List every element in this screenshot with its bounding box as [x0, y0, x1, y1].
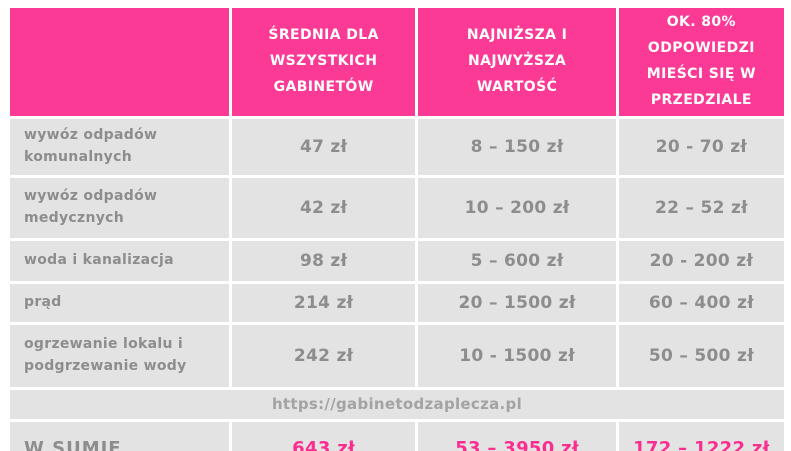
table-row-medical-waste: wywóz odpadów medycznych 42 zł 10 – 200 …: [10, 177, 784, 238]
cost-comparison-table: ŚREDNIA DLA WSZYSTKICH GABINETÓW NAJNIŻS…: [7, 5, 787, 451]
row-range-value: 10 – 200 zł: [418, 177, 616, 238]
header-row: ŚREDNIA DLA WSZYSTKICH GABINETÓW NAJNIŻS…: [10, 8, 784, 116]
summary-row: W SUMIE 643 zł 53 – 3950 zł 172 – 1222 z…: [10, 421, 784, 451]
row-average-value: 98 zł: [231, 240, 416, 281]
header-average-column: ŚREDNIA DLA WSZYSTKICH GABINETÓW: [231, 8, 416, 116]
table-row-heating: ogrzewanie lokalu i podgrzewanie wody 24…: [10, 324, 784, 387]
table-row-electricity: prąd 214 zł 20 – 1500 zł 60 – 400 zł: [10, 283, 784, 322]
row-label: wywóz odpadów komunalnych: [10, 118, 229, 175]
row-range-value: 8 – 150 zł: [418, 118, 616, 175]
header-corner-cell: [10, 8, 229, 116]
row-range-value: 5 – 600 zł: [418, 240, 616, 281]
row-average-value: 214 zł: [231, 283, 416, 322]
header-interval-column: OK. 80% ODPOWIEDZI MIEŚCI SIĘ W PRZEDZIA…: [618, 8, 784, 116]
source-url-link[interactable]: https://gabinetodzaplecza.pl: [271, 395, 523, 414]
source-url-cell: https://gabinetodzaplecza.pl: [10, 389, 784, 419]
header-range-column: NAJNIŻSZA I NAJWYŻSZA WARTOŚĆ: [418, 8, 616, 116]
row-label: wywóz odpadów medycznych: [10, 177, 229, 238]
row-interval-value: 60 – 400 zł: [618, 283, 784, 322]
table-row-water-sewage: woda i kanalizacja 98 zł 5 – 600 zł 20 -…: [10, 240, 784, 281]
source-row: https://gabinetodzaplecza.pl: [10, 389, 784, 419]
row-interval-value: 22 – 52 zł: [618, 177, 784, 238]
row-average-value: 242 zł: [231, 324, 416, 387]
row-interval-value: 20 - 70 zł: [618, 118, 784, 175]
summary-range-value: 53 – 3950 zł: [418, 421, 616, 451]
row-interval-value: 50 – 500 zł: [618, 324, 784, 387]
row-range-value: 20 – 1500 zł: [418, 283, 616, 322]
row-interval-value: 20 - 200 zł: [618, 240, 784, 281]
row-label: woda i kanalizacja: [10, 240, 229, 281]
row-label: prąd: [10, 283, 229, 322]
summary-average-value: 643 zł: [231, 421, 416, 451]
row-range-value: 10 - 1500 zł: [418, 324, 616, 387]
table-row-municipal-waste: wywóz odpadów komunalnych 47 zł 8 – 150 …: [10, 118, 784, 175]
row-average-value: 47 zł: [231, 118, 416, 175]
row-label: ogrzewanie lokalu i podgrzewanie wody: [10, 324, 229, 387]
summary-label: W SUMIE: [10, 421, 229, 451]
row-average-value: 42 zł: [231, 177, 416, 238]
summary-interval-value: 172 – 1222 zł: [618, 421, 784, 451]
